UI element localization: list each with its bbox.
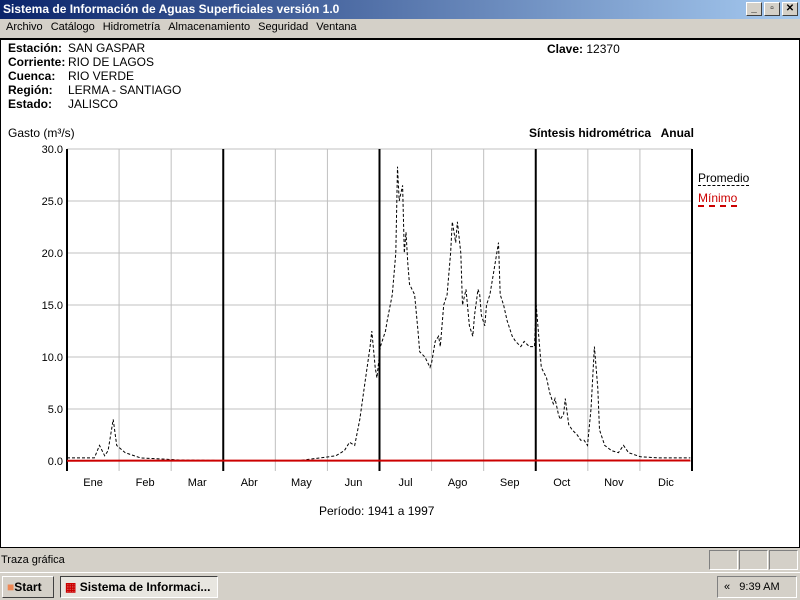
x-tick-label: Ene [83,477,103,489]
x-tick-label: Feb [136,477,155,489]
synthesis-title: Síntesis hidrométrica Anual [529,126,694,140]
label: Corriente: [8,55,66,69]
clave: Clave: 12370 [547,42,620,56]
y-tick-label: 25.0 [42,196,63,208]
clave-value: 12370 [586,42,620,56]
restore-button[interactable]: ▫ [764,2,780,16]
synthesis-label: Síntesis hidrométrica [529,126,652,140]
value: SAN GASPAR [68,41,146,55]
legend-promedio: Promedio [698,171,750,186]
x-tick-label: Mar [188,477,207,489]
period-label: Período: 1941 a 1997 [319,504,435,518]
series-promedio-line [67,166,691,461]
label: Estado: [8,97,53,111]
menu-hidrometria[interactable]: Hidrometría [102,21,161,33]
x-tick-label: Nov [604,477,624,489]
y-tick-label: 20.0 [42,248,63,260]
app-icon: ▦ [65,580,77,594]
menu-archivo[interactable]: Archivo [6,21,43,33]
clock: 9:39 AM [739,581,780,593]
task-label: Sistema de Informaci... [79,580,211,594]
x-tick-label: Jul [399,477,413,489]
y-tick-label: 15.0 [42,300,63,312]
status-text: Traza gráfica [1,554,65,566]
y-tick-label: 10.0 [42,352,63,364]
x-tick-label: Abr [241,477,258,489]
x-tick-label: Dic [658,477,674,489]
taskbar: ■Start ▦ Sistema de Informaci... « 9:39 … [0,572,800,600]
x-tick-label: Sep [500,477,520,489]
menu-bar: Archivo Catálogo Hidrometría Almacenamie… [0,19,800,38]
menu-seguridad[interactable]: Seguridad [258,21,309,33]
title-bar: Sistema de Información de Aguas Superfic… [0,0,800,19]
legend-minimo: Mínimo [698,191,738,207]
region-row: Región: LERMA - SANTIAGO [8,83,181,97]
state-row: Estado: JALISCO [8,97,118,111]
status-panel [769,550,798,570]
x-tick-label: Oct [553,477,570,489]
synthesis-mode: Anual [660,126,694,140]
basin-row: Cuenca: RIO VERDE [8,69,134,83]
system-tray: « 9:39 AM [717,576,797,598]
y-axis-label: Gasto (m³/s) [8,126,75,140]
x-tick-label: Jun [345,477,363,489]
chart-window: Estación: SAN GASPAR Corriente: RIO DE LAG… [0,38,800,548]
menu-ventana[interactable]: Ventana [316,21,357,33]
window-title: Sistema de Información de Aguas Superfic… [3,2,340,16]
menu-catalogo[interactable]: Catálogo [50,21,95,33]
start-button[interactable]: ■Start [2,576,54,598]
label: Estación: [8,41,63,55]
tray-expand-button[interactable]: « [724,581,731,593]
windows-logo-icon: ■ [7,580,15,594]
value: RIO DE LAGOS [68,55,155,69]
value: LERMA - SANTIAGO [68,83,182,97]
x-tick-label: May [291,477,312,489]
status-panel [739,550,768,570]
stream-row: Corriente: RIO DE LAGOS [8,55,154,69]
label: Cuenca: [8,69,56,83]
value: JALISCO [68,97,119,111]
station-row: Estación: SAN GASPAR [8,41,145,55]
start-label: Start [14,580,42,594]
label: Región: [8,83,53,97]
clave-label: Clave: [547,42,584,56]
y-tick-label: 30.0 [42,144,63,156]
value: RIO VERDE [68,69,135,83]
close-button[interactable]: ✕ [782,2,798,16]
status-bar: Traza gráfica [0,549,800,571]
y-tick-label: 0.0 [48,456,63,468]
x-tick-label: Ago [448,477,468,489]
minimize-button[interactable]: _ [746,2,762,16]
y-tick-label: 5.0 [48,404,63,416]
status-panel [709,550,738,570]
taskbar-app-button[interactable]: ▦ Sistema de Informaci... [60,576,218,598]
menu-almacenamiento[interactable]: Almacenamiento [168,21,251,33]
